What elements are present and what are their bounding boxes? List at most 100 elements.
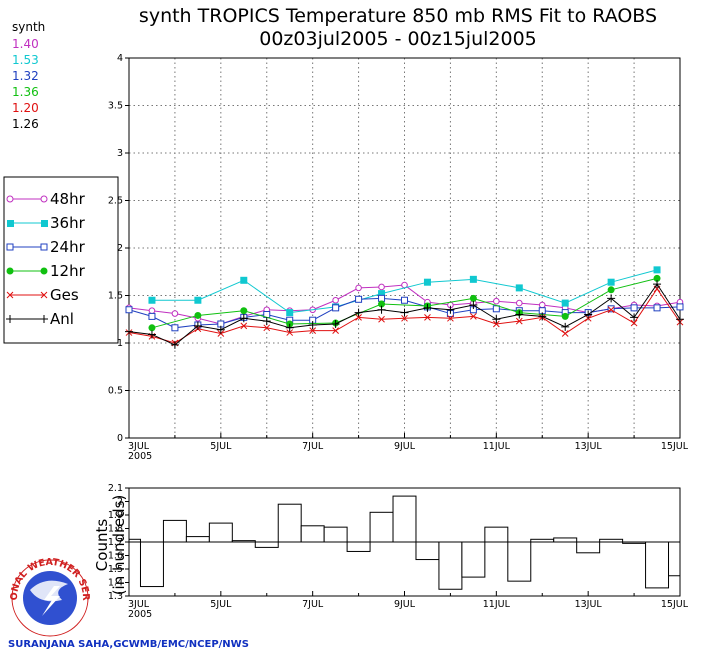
legend-item-ges: Ges [6,286,79,304]
x-tick-label: 5JUL [210,599,232,610]
point-12hr [653,274,661,282]
x-tick-label: 11JUL [483,441,511,452]
point-36hr [561,299,569,307]
point-ges [332,327,339,335]
count-bar [553,537,578,543]
count-y-tick-label: 1.6 [108,551,123,562]
point-ges [447,314,454,322]
count-bar [645,541,670,589]
point-36hr [148,296,156,304]
counts-label-line1: Counts [93,519,111,572]
point-36hr [194,296,202,304]
point-anl [676,315,684,324]
point-anl [607,294,616,303]
point-48hr [538,301,546,309]
point-12hr [607,286,615,294]
point-12hr [148,324,156,332]
point-24hr [355,295,363,303]
count-bar [300,525,325,543]
count-bar [484,526,509,543]
x-year-label: 2005 [128,451,152,462]
count-y-tick-label: 1.7 [108,537,123,548]
legend-label-ges: Ges [50,286,79,304]
point-anl [653,280,662,289]
point-anl [285,323,294,332]
point-anl [630,313,639,322]
count-y-tick-label: 1.8 [108,524,123,535]
point-48hr [378,283,385,291]
legend-item-48hr: 48hr [6,190,86,208]
x-tick-label: 13JUL [575,599,603,610]
point-ges [607,306,615,314]
count-y-tick-label: 1.5 [108,564,123,575]
point-12hr [240,307,248,315]
x-tick-label: 13JUL [575,441,603,452]
point-48hr [171,310,179,317]
point-24hr [401,296,408,304]
point-anl [262,317,271,326]
point-ges [286,329,294,336]
count-bar [415,541,440,561]
point-12hr [469,294,477,302]
point-36hr [423,278,431,286]
y-tick-label: 4 [117,53,123,64]
point-ges [378,315,385,323]
point-24hr [171,324,179,332]
point-12hr [194,311,202,319]
point-36hr [378,290,386,298]
point-36hr [469,275,477,283]
point-24hr [148,312,156,320]
stats-list: synth 1.40 1.53 1.32 1.36 1.20 1.26 [12,20,45,131]
point-48hr [332,296,339,304]
point-48hr [355,284,362,292]
x-tick-label: 11JUL [483,599,511,610]
y-tick-label: 2 [117,243,123,254]
point-12hr [561,312,569,320]
top-plot-grid [129,58,680,438]
point-ges [355,313,362,321]
count-bar [254,541,279,548]
x-tick-label: 3JUL [128,441,150,452]
bottom-x-ticks: 3JUL 5JUL 7JUL 9JUL 11JUL 13JUL 15JUL 2005 [128,591,689,620]
top-y-ticks: 0 0.5 1 1.5 2 2.5 3 3.5 4 [108,53,129,444]
point-ges [424,313,431,321]
legend-label-12hr: 12hr [50,262,86,280]
point-36hr [240,276,248,284]
bottom-y-ticks: 1.3 1.4 1.5 1.6 1.7 1.8 1.9 2 2.1 [108,483,129,602]
x-tick-label: 15JUL [661,599,689,610]
point-24hr [332,304,340,312]
count-bar [323,526,348,543]
legend-label-anl: Anl [50,310,74,328]
x-tick-label: 9JUL [394,599,416,610]
top-series [125,266,684,349]
chart-subtitle: 00z03jul2005 - 00z15jul2005 [259,28,537,50]
x-tick-label: 5JUL [210,441,232,452]
stat-anl: 1.26 [12,117,39,131]
point-24hr [607,305,615,313]
count-bar [461,541,486,578]
stat-12hr: 1.36 [12,85,39,99]
point-48hr [493,297,500,305]
y-tick-label: 3 [117,148,123,159]
x-year-label: 2005 [128,609,152,620]
point-36hr [286,309,294,317]
point-ges [515,317,523,325]
point-48hr [148,307,156,315]
point-anl [584,310,593,319]
count-bar [507,541,532,582]
count-bar [162,519,187,543]
count-y-tick-label: 1.9 [108,510,123,521]
count-bar [369,511,394,543]
count-bar [392,495,417,543]
point-anl [538,312,547,321]
y-tick-label: 1.5 [108,291,123,302]
x-tick-label: 9JUL [394,441,416,452]
point-anl [377,305,386,314]
point-anl [400,308,409,317]
count-y-tick-label: 1.4 [108,578,123,589]
count-bar [277,503,302,543]
point-ges [470,313,477,320]
stat-48hr: 1.40 [12,37,39,51]
point-anl [515,310,524,319]
y-tick-label: 3.5 [108,101,123,112]
